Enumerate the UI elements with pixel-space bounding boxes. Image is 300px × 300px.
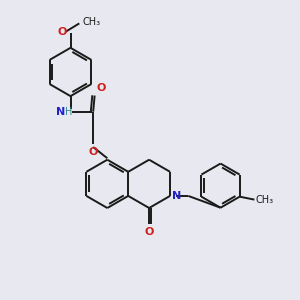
Text: H: H [65,107,73,117]
Text: N: N [56,107,65,117]
Text: CH₃: CH₃ [256,195,274,205]
Text: O: O [88,147,98,157]
Text: N: N [172,191,182,201]
Text: O: O [58,27,67,37]
Text: O: O [96,82,106,93]
Text: O: O [144,227,154,237]
Text: CH₃: CH₃ [83,17,101,27]
